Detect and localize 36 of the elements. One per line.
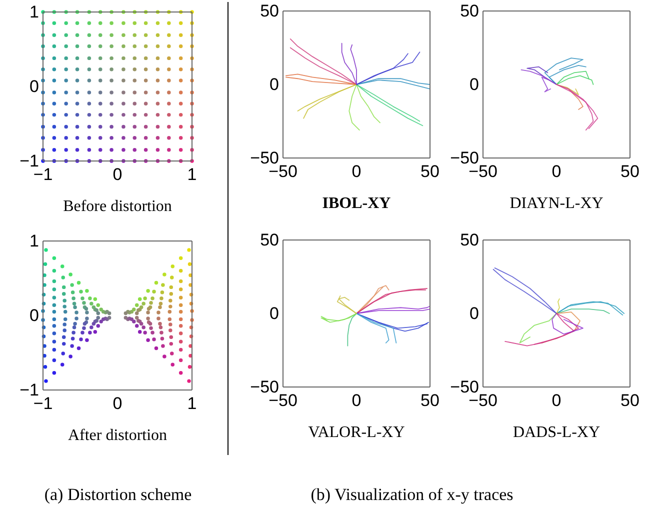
y-tick-label: 0 <box>30 76 39 96</box>
x-tick-label: 50 <box>420 162 440 182</box>
x-axis-title: DADS-L-XY <box>512 424 600 441</box>
x-tick-label: 50 <box>620 391 640 410</box>
y-tick-label: 0 <box>470 74 479 94</box>
y-tick-label: −50 <box>250 148 279 168</box>
x-axis-title: VALOR-L-XY <box>308 424 406 441</box>
x-tick-label: 1 <box>187 394 197 414</box>
y-tick-label: −50 <box>450 377 479 396</box>
y-tick-label: −50 <box>250 377 279 396</box>
y-tick-label: 1 <box>30 2 39 22</box>
x-axis-title: Before distortion <box>63 198 172 215</box>
x-tick-label: 0 <box>352 162 362 182</box>
y-tick-label: −50 <box>450 148 479 168</box>
y-tick-label: 50 <box>260 230 279 250</box>
y-tick-label: 50 <box>260 1 279 20</box>
y-tick-label: 1 <box>30 231 39 250</box>
y-tick-label: 50 <box>460 230 479 250</box>
x-tick-label: 50 <box>620 162 640 182</box>
text: (b) Visualization of x-y traces <box>310 485 514 504</box>
x-tick-label: 0 <box>552 162 562 182</box>
text: (a) Distortion scheme <box>44 485 192 504</box>
x-axis-title: IBOL-XY <box>322 195 392 212</box>
x-axis-title: DIAYN-L-XY <box>510 195 604 212</box>
y-tick-label: 0 <box>270 74 279 94</box>
y-tick-label: 0 <box>30 306 39 325</box>
x-tick-label: 0 <box>352 391 362 410</box>
x-tick-label: 0 <box>552 391 562 410</box>
y-tick-label: 50 <box>460 1 479 20</box>
x-tick-label: 0 <box>112 165 122 184</box>
y-tick-label: 0 <box>270 304 279 323</box>
x-axis-title: After distortion <box>68 427 168 444</box>
x-tick-label: 0 <box>112 394 122 414</box>
y-tick-label: 0 <box>470 304 479 323</box>
x-tick-label: 50 <box>420 391 440 410</box>
x-tick-label: 1 <box>187 165 197 184</box>
